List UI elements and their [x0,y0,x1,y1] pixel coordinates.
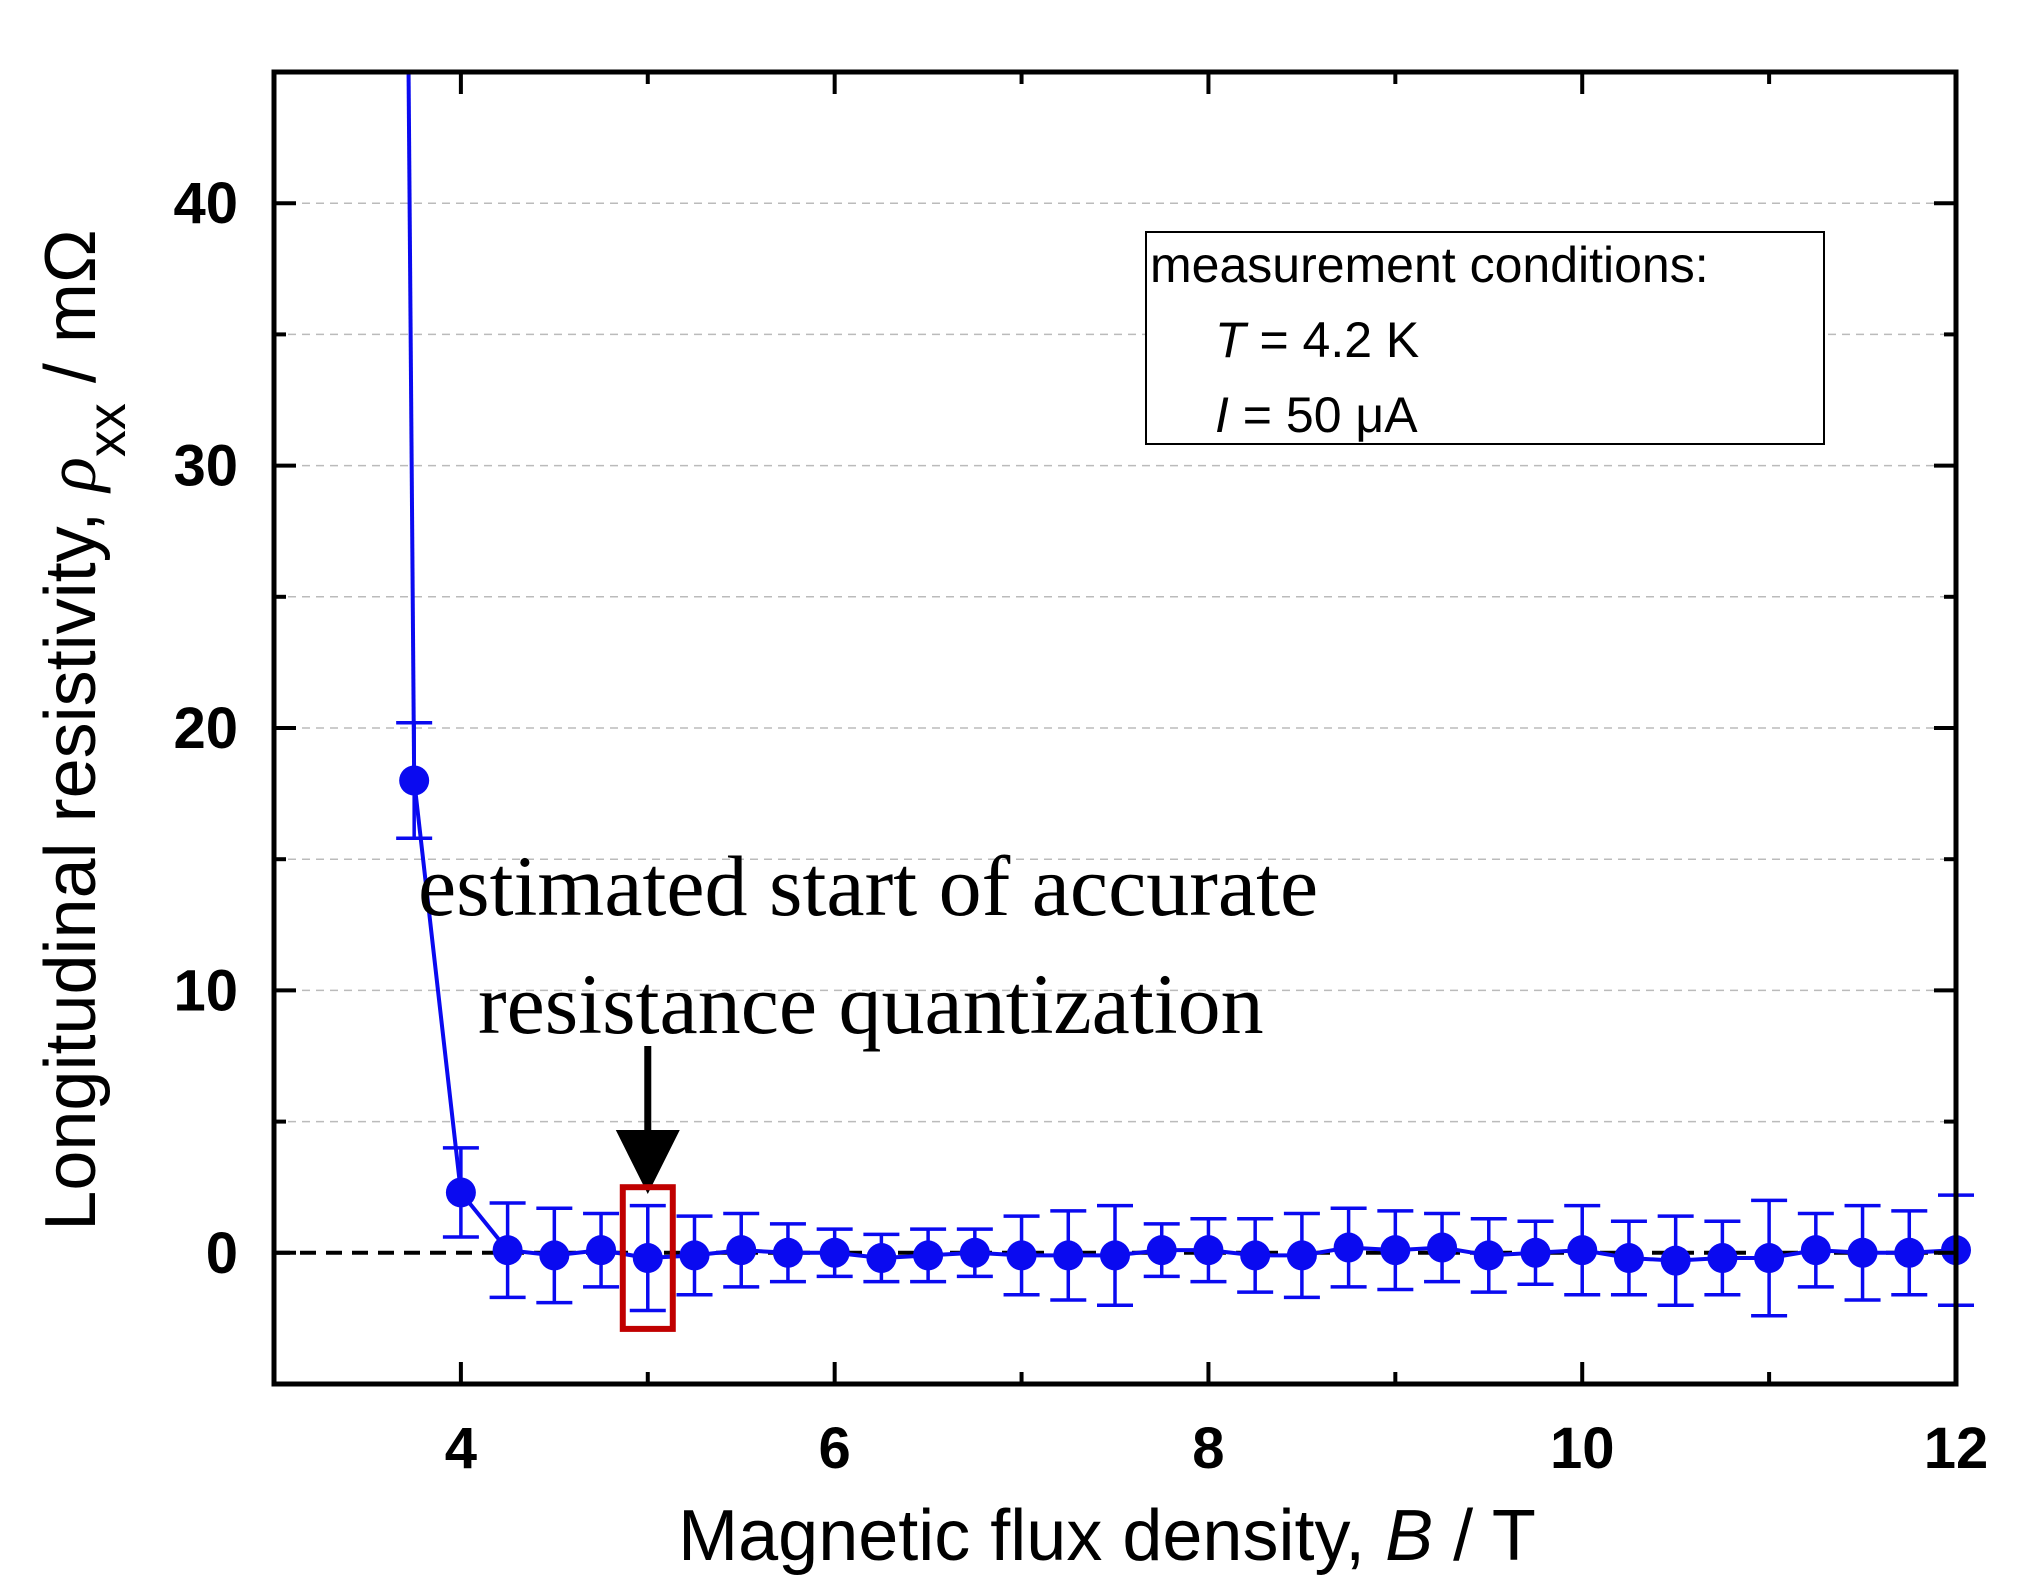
legend-temperature: T = 4.2 K [1215,312,1419,368]
legend-title: measurement conditions: [1150,237,1709,293]
data-marker [1800,1235,1831,1266]
annotation-line-2: resistance quantization [478,956,1264,1052]
data-marker [1473,1240,1504,1271]
data-marker [445,1177,476,1208]
data-marker [1847,1237,1878,1268]
data-marker [399,765,430,796]
legend-frame [1145,231,1825,445]
data-marker [726,1235,757,1266]
data-point [769,1222,806,1284]
annotation-arrow [615,1046,680,1194]
data-point [1190,1216,1227,1284]
x-tick-label: 6 [819,1416,851,1481]
data-marker [586,1235,617,1266]
legend-box: measurement conditions: T = 4.2 K I = 50… [1145,231,1825,445]
data-point [1704,1219,1741,1297]
y-axis-title: Longitudinal resistivity, ρxx / mΩ [31,229,137,1230]
data-point [723,1211,760,1289]
legend-current: I = 50 μA [1215,387,1418,443]
x-tick-label: 10 [1550,1416,1615,1481]
data-point [1143,1222,1180,1279]
x-axis-title: Magnetic flux density, B / T [678,1496,1536,1576]
x-tick-label: 12 [1924,1416,1989,1481]
data-marker [1146,1235,1177,1266]
highlight-box [619,1184,676,1332]
data-point [956,1227,993,1279]
x-tick-label: 4 [445,1416,477,1481]
data-marker [1567,1235,1598,1266]
data-marker [1427,1232,1458,1263]
data-marker [1100,1240,1130,1271]
data-point [1050,1209,1087,1302]
data-marker [1660,1245,1691,1276]
data-marker [492,1235,523,1266]
x-tick-label: 8 [1192,1416,1224,1481]
data-marker [1333,1232,1364,1263]
y-tick-label: 20 [173,696,238,761]
data-marker [632,1243,663,1274]
data-point [629,1203,666,1313]
data-marker [1006,1240,1037,1271]
data-marker [1520,1237,1551,1268]
data-point [1470,1216,1507,1294]
data-point [1751,1198,1788,1318]
y-tick-label: 0 [206,1221,238,1286]
data-point [396,721,433,840]
data-marker [866,1243,897,1274]
data-marker [1053,1240,1084,1271]
data-point [1003,1214,1040,1297]
data-marker [1754,1243,1785,1274]
data-marker [539,1240,570,1271]
data-marker [1894,1237,1925,1268]
data-marker [1193,1235,1224,1266]
y-tick-label: 40 [173,171,238,236]
data-marker [913,1240,944,1271]
data-point [536,1206,573,1305]
data-marker [819,1237,850,1268]
series-line-segment [406,71,417,781]
data-point [1517,1219,1554,1287]
data-marker [1707,1243,1738,1274]
data-point [1610,1219,1647,1297]
data-point [1564,1203,1601,1297]
data-point [1657,1214,1694,1308]
data-marker [679,1240,710,1271]
data-point [1891,1209,1928,1297]
data-marker [772,1237,803,1268]
data-point [583,1211,620,1289]
data-marker [959,1237,990,1268]
data-point [442,1146,479,1239]
data-point [1844,1203,1881,1302]
data-point [910,1227,947,1284]
data-point [1097,1203,1133,1308]
data-point [1424,1211,1461,1284]
annotation-arrow-head [615,1130,680,1194]
data-point [1283,1211,1320,1300]
data-marker [1380,1235,1411,1266]
data-point [816,1227,853,1279]
y-tick-label: 10 [173,958,238,1023]
data-point [1237,1216,1274,1294]
data-marker [1286,1240,1317,1271]
data-point [863,1232,900,1284]
annotation-line-1: estimated start of accurate [418,838,1318,934]
data-point [1377,1209,1414,1292]
data-point [676,1214,713,1297]
data-point [1797,1211,1834,1289]
data-series [396,71,1974,1318]
grid-lines [274,202,1956,1123]
data-marker [1240,1240,1271,1271]
axis-ticks: 4 6 8 10 12 0 10 20 30 40 [173,70,1989,1481]
y-tick-label: 30 [173,434,238,499]
data-point [489,1201,526,1300]
data-point [1330,1206,1367,1289]
data-marker [1613,1243,1644,1274]
